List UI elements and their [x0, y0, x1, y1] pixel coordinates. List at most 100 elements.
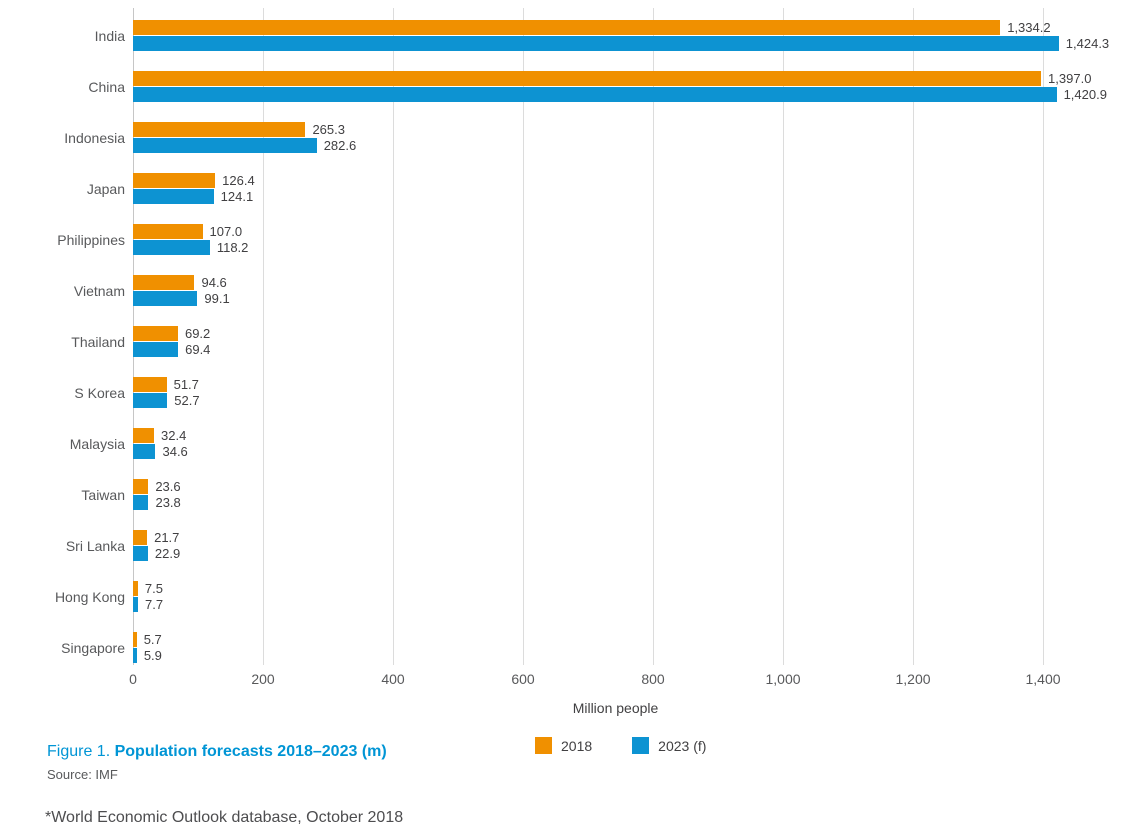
bar-2023f — [133, 546, 148, 561]
bar-2018 — [133, 377, 167, 392]
bar-line: 107.0 — [133, 224, 1139, 239]
bar-value: 99.1 — [204, 291, 230, 306]
x-tick-label: 800 — [641, 671, 665, 687]
bar-line: 1,397.0 — [133, 71, 1139, 86]
bar-group: 126.4 124.1 — [133, 173, 1139, 204]
bar-line: 94.6 — [133, 275, 1139, 290]
bar-line: 51.7 — [133, 377, 1139, 392]
bar-group: 1,397.0 1,420.9 — [133, 71, 1139, 102]
bar-value: 118.2 — [216, 240, 249, 255]
bar-2023f — [133, 87, 1057, 102]
bar-value: 5.9 — [143, 648, 162, 663]
bar-2018 — [133, 71, 1042, 86]
bar-value: 69.4 — [185, 342, 211, 357]
legend-item: 2023 (f) — [632, 737, 706, 754]
category-label: Malaysia — [69, 435, 125, 452]
bar-group: 51.7 52.7 — [133, 377, 1139, 408]
gridline — [523, 8, 524, 665]
legend-label: 2023 (f) — [658, 737, 707, 754]
bar-line: 1,334.2 — [133, 20, 1139, 35]
bar-2023f — [133, 138, 317, 153]
bar-value: 69.2 — [184, 326, 211, 341]
bar-2018 — [133, 275, 195, 290]
bar-2023f — [133, 444, 156, 459]
bar-rows: India 1,334.2 1,424.3 China 1,397.0 1,420.9 In… — [0, 10, 1139, 673]
bar-group: 265.3 282.6 — [133, 122, 1139, 153]
bar-line: 69.4 — [133, 342, 1139, 357]
chart-row: Japan 126.4 124.1 — [0, 163, 1139, 214]
chart-row: China 1,397.0 1,420.9 — [0, 61, 1139, 112]
bar-line: 5.7 — [133, 632, 1139, 647]
legend-label: 2018 — [561, 737, 593, 754]
bar-2023f — [133, 36, 1059, 51]
bar-line: 7.5 — [133, 581, 1139, 596]
x-tick-label: 200 — [251, 671, 275, 687]
bar-value: 1,424.3 — [1065, 36, 1110, 51]
x-tick-label: 1,400 — [1025, 671, 1061, 687]
category-label: Hong Kong — [54, 588, 125, 605]
bar-group: 1,334.2 1,424.3 — [133, 20, 1139, 51]
bar-value: 1,420.9 — [1063, 87, 1107, 102]
bar-value: 23.6 — [155, 479, 181, 494]
bar-value: 94.6 — [201, 275, 227, 290]
bar-line: 1,424.3 — [133, 36, 1139, 51]
bar-2018 — [133, 224, 203, 239]
bar-line: 23.6 — [133, 479, 1139, 494]
bar-value: 126.4 — [222, 173, 255, 188]
bar-line: 5.9 — [133, 648, 1139, 663]
bar-value: 52.7 — [174, 393, 200, 408]
chart-legend: 2018 2023 (f) — [535, 737, 746, 754]
gridline — [393, 8, 394, 665]
bar-value: 7.7 — [145, 597, 164, 612]
x-tick-label: 400 — [381, 671, 405, 687]
gridline — [653, 8, 654, 665]
bar-line: 34.6 — [133, 444, 1139, 459]
bar-value: 23.8 — [155, 495, 181, 510]
chart-row: Hong Kong 7.5 7.7 — [0, 571, 1139, 622]
bar-2023f — [133, 648, 137, 663]
category-label: Sri Lanka — [65, 537, 125, 554]
bar-value: 51.7 — [173, 377, 199, 392]
chart-row: S Korea 51.7 52.7 — [0, 367, 1139, 418]
bar-value: 7.5 — [144, 581, 163, 596]
bar-2018 — [133, 326, 178, 341]
chart-row: Vietnam 94.6 99.1 — [0, 265, 1139, 316]
figure-caption: Figure 1. Population forecasts 2018–2023… — [47, 743, 387, 761]
category-label: Singapore — [61, 639, 125, 656]
bar-line: 52.7 — [133, 393, 1139, 408]
bar-2018 — [133, 479, 149, 494]
bar-value: 1,397.0 — [1048, 71, 1092, 86]
bar-line: 282.6 — [133, 138, 1139, 153]
bar-line: 99.1 — [133, 291, 1139, 306]
bar-2018 — [133, 428, 155, 443]
bar-2023f — [133, 342, 179, 357]
bar-group: 7.5 7.7 — [133, 581, 1139, 612]
source-note: Source: IMF — [47, 767, 118, 782]
figure-title: Population forecasts 2018–2023 (m) — [114, 743, 387, 760]
bar-value: 21.7 — [154, 530, 180, 545]
category-label: Thailand — [71, 333, 125, 350]
bar-2018 — [133, 581, 138, 596]
x-tick-label: 0 — [129, 671, 137, 687]
chart-row: Malaysia 32.4 34.6 — [0, 418, 1139, 469]
category-label: Indonesia — [64, 129, 125, 146]
bar-2018 — [133, 122, 306, 137]
bar-2018 — [133, 530, 148, 545]
bar-line: 126.4 — [133, 173, 1139, 188]
bar-group: 107.0 118.2 — [133, 224, 1139, 255]
bar-value: 32.4 — [161, 428, 187, 443]
chart-row: India 1,334.2 1,424.3 — [0, 10, 1139, 61]
bar-value: 34.6 — [162, 444, 188, 459]
x-tick-label: 1,000 — [765, 671, 801, 687]
bar-2018 — [133, 632, 137, 647]
category-label: Vietnam — [73, 282, 125, 299]
category-label: Philippines — [57, 231, 125, 248]
category-label: India — [94, 27, 125, 44]
bar-line: 124.1 — [133, 189, 1139, 204]
x-axis-title: Million people — [572, 700, 659, 716]
bar-value: 1,334.2 — [1007, 20, 1051, 35]
x-tick-label: 1,200 — [895, 671, 931, 687]
gridline — [783, 8, 784, 665]
bar-group: 5.7 5.9 — [133, 632, 1139, 663]
